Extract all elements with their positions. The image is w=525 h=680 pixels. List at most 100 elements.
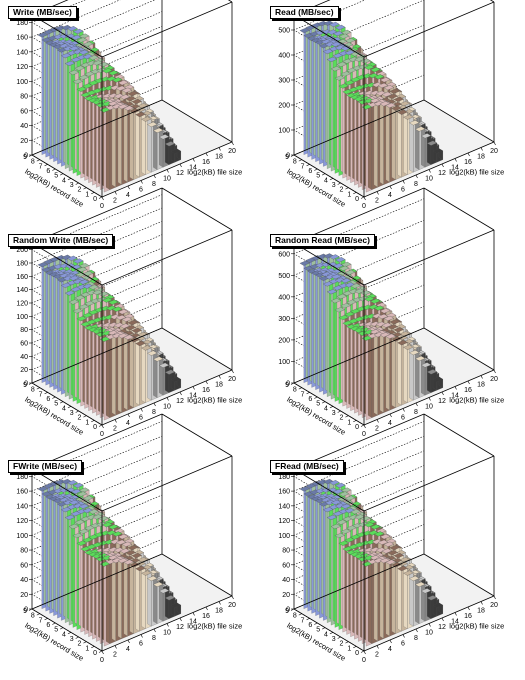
y-tick	[345, 415, 349, 418]
z-tick-label: 20	[20, 592, 28, 599]
surface-chart-write: 0204060801001201401601800246810121416182…	[16, 0, 242, 210]
surface-cell	[164, 141, 176, 147]
y-tick-label: 2	[340, 415, 344, 422]
surface-cell	[330, 298, 342, 304]
surface-cell	[299, 27, 310, 34]
surface-cell	[131, 552, 142, 559]
x-tick	[205, 380, 208, 385]
y-tick-label: 3	[70, 410, 74, 417]
surface-cell	[141, 345, 152, 351]
surface-cell	[322, 48, 334, 55]
surface-cell	[350, 51, 361, 57]
surface-cell	[115, 85, 127, 91]
z-tick-label: 0	[24, 607, 28, 614]
surface-cell	[108, 299, 119, 305]
x-tick	[166, 169, 169, 173]
x-tick	[493, 595, 496, 600]
surface-cell	[37, 262, 48, 268]
axis-frame-line	[31, 14, 103, 58]
y-tick-label: 8	[293, 387, 297, 394]
x-tick	[153, 628, 156, 633]
y-tick	[290, 154, 295, 157]
y-tick	[44, 392, 48, 395]
x-tick-label: 2	[113, 198, 117, 205]
y-tick	[91, 420, 95, 423]
z-tick-label: 0	[24, 153, 28, 160]
surface-cell	[379, 100, 384, 185]
surface-cell	[427, 133, 432, 165]
surface-cell	[403, 565, 408, 629]
surface-cell	[108, 70, 119, 76]
y-tick-label: 1	[347, 191, 351, 198]
surface-cell	[330, 41, 342, 47]
surface-cell	[379, 332, 384, 413]
axis-frame-line	[161, 99, 233, 143]
surface-cell	[326, 56, 338, 62]
surface-cell	[332, 511, 344, 517]
z-tick-label: 20	[20, 138, 28, 145]
surface-cell	[88, 534, 99, 540]
surface-cell	[141, 111, 146, 175]
x-axis-label: log2(kB) file size	[187, 395, 242, 404]
surface-cell	[105, 561, 110, 644]
surface-cell	[78, 528, 89, 534]
y-tick-label: 8	[293, 613, 297, 620]
surface-cell	[415, 126, 426, 132]
surface-cell	[367, 561, 372, 644]
x-tick	[467, 152, 470, 157]
surface-cell	[338, 83, 349, 89]
axis-frame-line	[293, 187, 425, 244]
surface-cell	[360, 515, 371, 522]
surface-cell	[78, 304, 89, 310]
surface-cell	[165, 588, 170, 619]
x-tick	[376, 645, 379, 649]
surface-cell	[112, 306, 123, 312]
y-tick-label: 2	[78, 641, 82, 648]
x-tick-label: 4	[126, 420, 130, 427]
surface-cell	[82, 83, 93, 89]
surface-cell	[82, 537, 93, 543]
chart-title-fwrite: FWrite (MB/sec)	[8, 460, 83, 473]
axis-frame-line	[363, 229, 495, 286]
x-tick-label: 20	[228, 148, 236, 155]
x-tick	[480, 147, 483, 151]
surface-cell	[74, 519, 85, 525]
x-tick-label: 10	[163, 404, 171, 411]
surface-cell	[119, 323, 131, 329]
surface-cell	[105, 107, 110, 190]
surface-cell	[370, 298, 381, 304]
y-tick	[345, 641, 349, 644]
y-tick-label: 9	[285, 154, 289, 161]
z-tick-label: 140	[278, 503, 290, 510]
surface-cell	[427, 588, 432, 619]
y-tick-label: 0	[93, 424, 97, 431]
surface-cell	[409, 120, 420, 126]
y-tick	[337, 410, 341, 413]
surface-cell	[72, 308, 83, 314]
y-tick	[83, 187, 87, 190]
panel-random-write: 0 20 40 60 80 100 120 140 160 180 200 0 2 4 6 8 10 12 14 16…	[0, 187, 262, 454]
z-tick-label: 200	[16, 247, 28, 254]
z-tick-label: 180	[278, 474, 290, 481]
surface-cell	[123, 559, 134, 565]
surface-cell	[112, 77, 123, 83]
axis-frame-line	[31, 154, 103, 198]
z-tick-label: 120	[16, 518, 28, 525]
surface-cell	[117, 103, 122, 185]
surface-cell	[141, 570, 152, 576]
surface-cell	[427, 362, 432, 393]
z-tick-label: 180	[16, 474, 28, 481]
y-tick	[98, 196, 103, 199]
surface-cell	[409, 575, 420, 582]
x-tick-label: 14	[189, 619, 197, 626]
surface-cell	[135, 108, 140, 178]
surface-cell	[115, 314, 127, 321]
surface-cell	[389, 88, 401, 94]
y-tick-label: 0	[93, 196, 97, 203]
axis-frame-line	[293, 154, 365, 198]
y-tick	[75, 636, 79, 639]
x-tick-label: 12	[176, 170, 184, 177]
x-tick	[101, 424, 104, 429]
surface-cell	[336, 61, 347, 67]
surface-cell	[334, 75, 345, 81]
